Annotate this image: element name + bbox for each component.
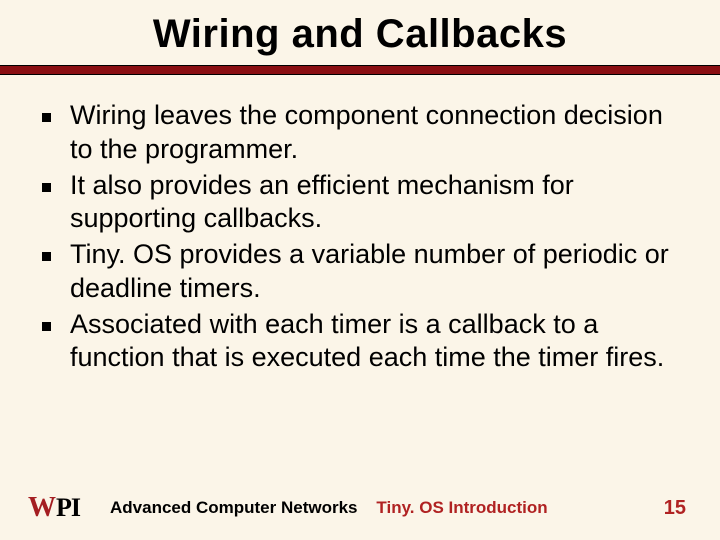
slide-content: Wiring leaves the component connection d… — [0, 75, 720, 375]
bullet-item: Wiring leaves the component connection d… — [40, 99, 688, 167]
page-number: 15 — [664, 497, 686, 520]
logo-pi: PI — [56, 495, 80, 521]
title-divider — [0, 65, 720, 75]
logo-w: W — [28, 494, 54, 522]
footer-course: Advanced Computer Networks — [110, 498, 358, 517]
bullet-item: It also provides an efficient mechanism … — [40, 169, 688, 237]
bullet-item: Tiny. OS provides a variable number of p… — [40, 238, 688, 306]
slide-footer: W PI Advanced Computer Networks Tiny. OS… — [0, 494, 720, 522]
bullet-text: Associated with each timer is a callback… — [70, 309, 664, 373]
title-band: Wiring and Callbacks — [0, 0, 720, 65]
footer-topic: Tiny. OS Introduction — [376, 498, 547, 517]
bullet-text: Wiring leaves the component connection d… — [70, 100, 663, 164]
square-bullet-icon — [42, 252, 51, 261]
bullet-text: Tiny. OS provides a variable number of p… — [70, 239, 669, 303]
square-bullet-icon — [42, 183, 51, 192]
footer-text: Advanced Computer Networks Tiny. OS Intr… — [110, 498, 548, 518]
square-bullet-icon — [42, 113, 51, 122]
slide-title: Wiring and Callbacks — [0, 12, 720, 57]
square-bullet-icon — [42, 322, 51, 331]
wpi-logo: W PI — [28, 494, 80, 522]
bullet-text: It also provides an efficient mechanism … — [70, 170, 574, 234]
bullet-item: Associated with each timer is a callback… — [40, 308, 688, 376]
footer-left: W PI Advanced Computer Networks Tiny. OS… — [28, 494, 548, 522]
bullet-list: Wiring leaves the component connection d… — [40, 99, 688, 375]
